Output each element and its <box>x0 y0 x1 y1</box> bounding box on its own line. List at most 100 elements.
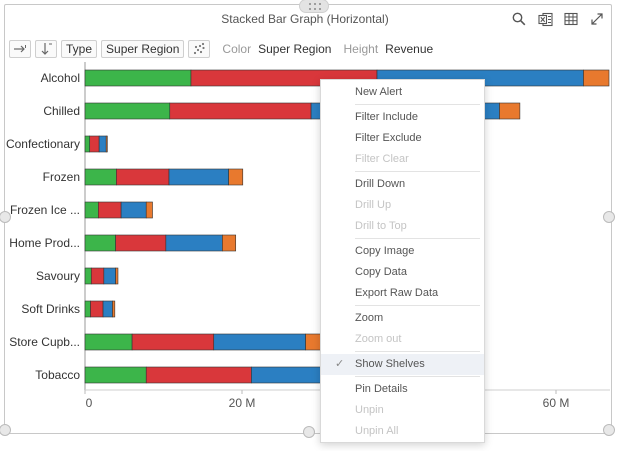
bar-segment-3[interactable] <box>115 267 119 285</box>
x-tick-label: 60 M <box>543 396 570 410</box>
menu-item-export-raw-data[interactable]: Export Raw Data <box>321 283 484 304</box>
category-label[interactable]: Soft Drinks <box>21 302 80 316</box>
drag-grip-handle[interactable] <box>299 0 329 13</box>
checkmark-icon: ✓ <box>335 358 345 370</box>
menu-item-pin-details[interactable]: Pin Details <box>321 379 484 400</box>
category-label[interactable]: Store Cupb... <box>9 335 80 349</box>
menu-item-label: Filter Include <box>355 111 418 123</box>
bar-segment-0[interactable] <box>84 333 133 351</box>
menu-item-drill-to-top: Drill to Top <box>321 216 484 237</box>
menu-item-new-alert[interactable]: New Alert <box>321 82 484 103</box>
bar-segment-0[interactable] <box>84 300 91 318</box>
bar-segment-1[interactable] <box>131 333 215 351</box>
menu-separator <box>355 376 480 377</box>
shelves-bar: Type Super Region Color Super Region Hei… <box>9 39 433 59</box>
menu-separator <box>355 104 480 105</box>
menu-separator <box>355 171 480 172</box>
excel-export-icon[interactable] <box>537 11 553 27</box>
category-label[interactable]: Tobacco <box>35 368 80 382</box>
panel-title: Stacked Bar Graph (Horizontal) <box>221 12 389 26</box>
bar-segment-2[interactable] <box>98 135 107 153</box>
category-label[interactable]: Savoury <box>36 269 80 283</box>
bar-segment-1[interactable] <box>169 102 312 120</box>
bar-segment-2[interactable] <box>102 300 113 318</box>
height-shelf-value[interactable]: Revenue <box>385 42 434 56</box>
x-tick-label: 0 <box>86 396 93 410</box>
category-label[interactable]: Alcohol <box>41 71 80 85</box>
bar-segment-2[interactable] <box>165 234 223 252</box>
resize-handle-bottom[interactable] <box>303 426 315 438</box>
menu-item-label: Unpin All <box>355 425 399 437</box>
menu-item-label: Pin Details <box>355 383 408 395</box>
type-shelf-value[interactable]: Super Region <box>101 40 185 58</box>
menu-item-label: Zoom <box>355 312 384 324</box>
menu-item-show-shelves[interactable]: ✓ Show Shelves <box>321 354 484 375</box>
menu-item-copy-image[interactable]: Copy Image <box>321 241 484 262</box>
bar-segment-0[interactable] <box>84 267 92 285</box>
bar-segment-0[interactable] <box>84 102 171 120</box>
bar-segment-1[interactable] <box>90 267 105 285</box>
resize-handle-bottom-right[interactable] <box>603 424 615 436</box>
bar-segment-3[interactable] <box>583 69 610 87</box>
bar-segment-0[interactable] <box>84 135 91 153</box>
bar-segment-0[interactable] <box>84 234 116 252</box>
expand-icon[interactable] <box>589 11 605 27</box>
category-label[interactable]: Frozen Ice ... <box>10 203 80 217</box>
type-shelf-label[interactable]: Type <box>61 40 98 58</box>
scatter-options-button[interactable] <box>188 40 211 58</box>
category-label[interactable]: Chilled <box>43 104 80 118</box>
panel-toolbar <box>511 11 605 27</box>
resize-handle-bottom-left[interactable] <box>0 424 11 436</box>
stacked-bar-chart[interactable]: Alcohol Chilled Confectionary Frozen Frozen … <box>0 60 618 420</box>
menu-item-filter-include[interactable]: Filter Include <box>321 107 484 128</box>
bar-segment-1[interactable] <box>89 135 100 153</box>
menu-item-filter-exclude[interactable]: Filter Exclude <box>321 128 484 149</box>
menu-item-drill-down[interactable]: Drill Down <box>321 174 484 195</box>
sort-ascending-icon <box>14 45 26 53</box>
bar-segment-3[interactable] <box>222 234 237 252</box>
menu-item-zoom-out: Zoom out <box>321 329 484 350</box>
menu-item-label: Zoom out <box>355 333 402 345</box>
bar-segment-3[interactable] <box>112 300 116 318</box>
color-shelf-value[interactable]: Super Region <box>258 42 332 56</box>
search-icon[interactable] <box>511 11 527 27</box>
x-tick-label: 20 M <box>229 396 256 410</box>
menu-item-label: Drill to Top <box>355 220 407 232</box>
sort-descending-button[interactable] <box>35 40 57 58</box>
scatter-options-icon <box>194 42 206 55</box>
menu-item-label: Show Shelves <box>355 358 425 370</box>
bar-segment-0[interactable] <box>84 168 117 186</box>
menu-item-zoom[interactable]: Zoom <box>321 308 484 329</box>
bar-segment-1[interactable] <box>116 168 170 186</box>
bar-segment-1[interactable] <box>98 201 122 219</box>
menu-separator <box>355 351 480 352</box>
bar-segment-3[interactable] <box>145 201 153 219</box>
category-label[interactable]: Home Prod... <box>9 236 80 250</box>
bar-segment-3[interactable] <box>228 168 244 186</box>
category-label[interactable]: Confectionary <box>6 137 80 151</box>
bar-segment-0[interactable] <box>84 69 192 87</box>
menu-item-unpin: Unpin <box>321 400 484 421</box>
menu-separator <box>355 305 480 306</box>
category-label[interactable]: Frozen <box>43 170 80 184</box>
bar-segment-3[interactable] <box>105 135 108 153</box>
bar-segment-1[interactable] <box>145 366 252 384</box>
resize-handle-left[interactable] <box>0 211 11 223</box>
table-view-icon[interactable] <box>563 11 579 27</box>
resize-handle-right[interactable] <box>603 211 615 223</box>
bar-segment-0[interactable] <box>84 366 147 384</box>
menu-item-label: Drill Down <box>355 178 406 190</box>
menu-item-drill-up: Drill Up <box>321 195 484 216</box>
menu-item-label: New Alert <box>355 86 403 98</box>
bar-segment-1[interactable] <box>90 300 104 318</box>
sort-ascending-button[interactable] <box>9 40 31 58</box>
bar-segment-0[interactable] <box>84 201 99 219</box>
bar-segment-1[interactable] <box>115 234 167 252</box>
bar-segment-2[interactable] <box>103 267 116 285</box>
bar-segment-3[interactable] <box>499 102 521 120</box>
bar-segment-2[interactable] <box>168 168 229 186</box>
sort-descending-icon <box>41 43 52 55</box>
bar-segment-2[interactable] <box>120 201 147 219</box>
menu-item-copy-data[interactable]: Copy Data <box>321 262 484 283</box>
bar-segment-2[interactable] <box>213 333 306 351</box>
